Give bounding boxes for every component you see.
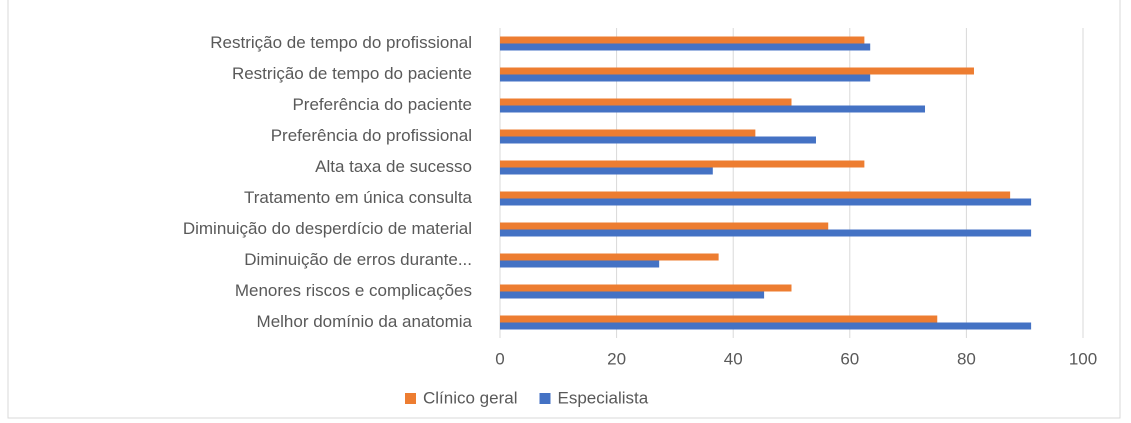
bar — [500, 198, 1032, 206]
bar — [500, 105, 926, 113]
bar — [500, 253, 719, 261]
y-tick-label: Tratamento em única consulta — [244, 188, 473, 207]
bar — [500, 160, 865, 168]
x-tick-label: 100 — [1069, 349, 1097, 368]
legend-swatch — [405, 393, 416, 404]
y-tick-label: Restrição de tempo do paciente — [232, 64, 472, 83]
x-tick-label: 40 — [724, 349, 743, 368]
y-tick-label: Melhor domínio da anatomia — [257, 312, 473, 331]
bar — [500, 315, 938, 323]
bar — [500, 43, 871, 51]
x-tick-label: 80 — [957, 349, 976, 368]
bar — [500, 284, 792, 292]
bar — [500, 260, 660, 268]
y-tick-label: Restrição de tempo do profissional — [210, 33, 472, 52]
bar — [500, 36, 865, 44]
bar — [500, 74, 871, 82]
bar — [500, 167, 713, 175]
bar — [500, 322, 1032, 330]
x-tick-label: 20 — [607, 349, 626, 368]
bar — [500, 222, 829, 230]
y-tick-label: Preferência do paciente — [292, 95, 472, 114]
y-tick-label: Alta taxa de sucesso — [315, 157, 472, 176]
y-tick-label: Menores riscos e complicações — [235, 281, 472, 300]
legend-label: Especialista — [558, 388, 649, 407]
legend-swatch — [539, 393, 551, 404]
y-tick-label: Preferência do profissional — [271, 126, 472, 145]
bar — [500, 98, 792, 106]
y-tick-label: Diminuição do desperdício de material — [183, 219, 472, 238]
bar — [500, 136, 816, 144]
x-tick-label: 60 — [840, 349, 859, 368]
bar — [500, 67, 974, 75]
x-tick-label: 0 — [495, 349, 504, 368]
bar — [500, 229, 1032, 237]
chart-frame — [7, 0, 1121, 419]
bar — [500, 129, 756, 137]
legend-label: Clínico geral — [423, 388, 518, 407]
y-tick-label: Diminuição de erros durante... — [244, 250, 472, 269]
bar — [500, 191, 1011, 199]
bar — [500, 291, 765, 299]
